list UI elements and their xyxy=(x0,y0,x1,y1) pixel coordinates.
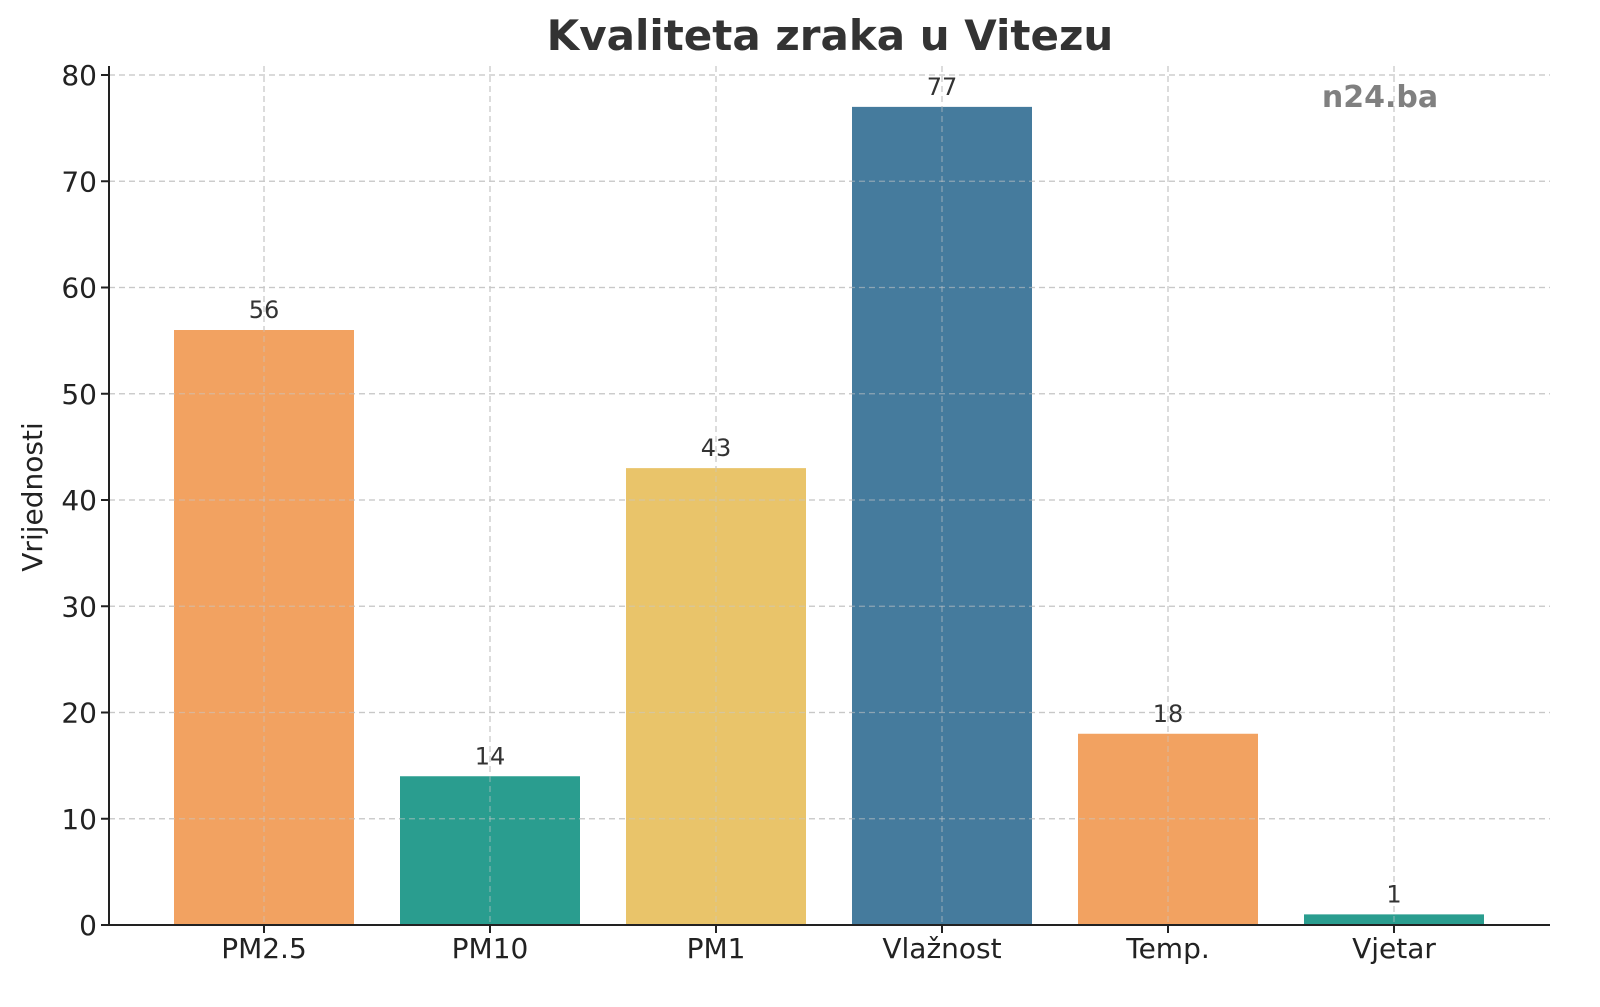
bar-value-label: 1 xyxy=(1386,880,1401,908)
x-tick-label: Temp. xyxy=(1125,932,1210,965)
y-tick-label: 40 xyxy=(61,484,97,517)
y-tick-label: 80 xyxy=(61,59,97,92)
bar-value-label: 77 xyxy=(927,73,958,101)
y-tick-label: 60 xyxy=(61,272,97,305)
bar-value-label: 43 xyxy=(701,434,732,462)
y-axis-label: Vrijednosti xyxy=(16,422,49,571)
bar-value-label: 18 xyxy=(1153,700,1184,728)
y-tick-label: 10 xyxy=(61,803,97,836)
bar-value-label: 56 xyxy=(249,296,280,324)
y-tick-label: 0 xyxy=(79,909,97,942)
x-tick-label: PM1 xyxy=(687,932,746,965)
watermark-text: n24.ba xyxy=(1322,80,1438,115)
y-tick-label: 20 xyxy=(61,697,97,730)
bars-layer xyxy=(109,66,1550,925)
y-tick-label: 50 xyxy=(61,378,97,411)
x-tick-label: Vjetar xyxy=(1352,932,1436,965)
chart-title: Kvaliteta zraka u Vitezu xyxy=(547,11,1114,60)
x-tick-label: PM2.5 xyxy=(221,932,307,965)
labels-layer: 0 10 20 30 40 50 60 70 80 56 14 43 77 18 1 PM2.5 PM10 PM1… xyxy=(61,59,1436,965)
axes-layer xyxy=(101,66,1550,933)
x-tick-label: PM10 xyxy=(452,932,529,965)
bar-value-label: 14 xyxy=(475,742,506,770)
x-tick-label: Vlažnost xyxy=(882,932,1001,965)
y-tick-label: 30 xyxy=(61,590,97,623)
y-tick-label: 70 xyxy=(61,165,97,198)
